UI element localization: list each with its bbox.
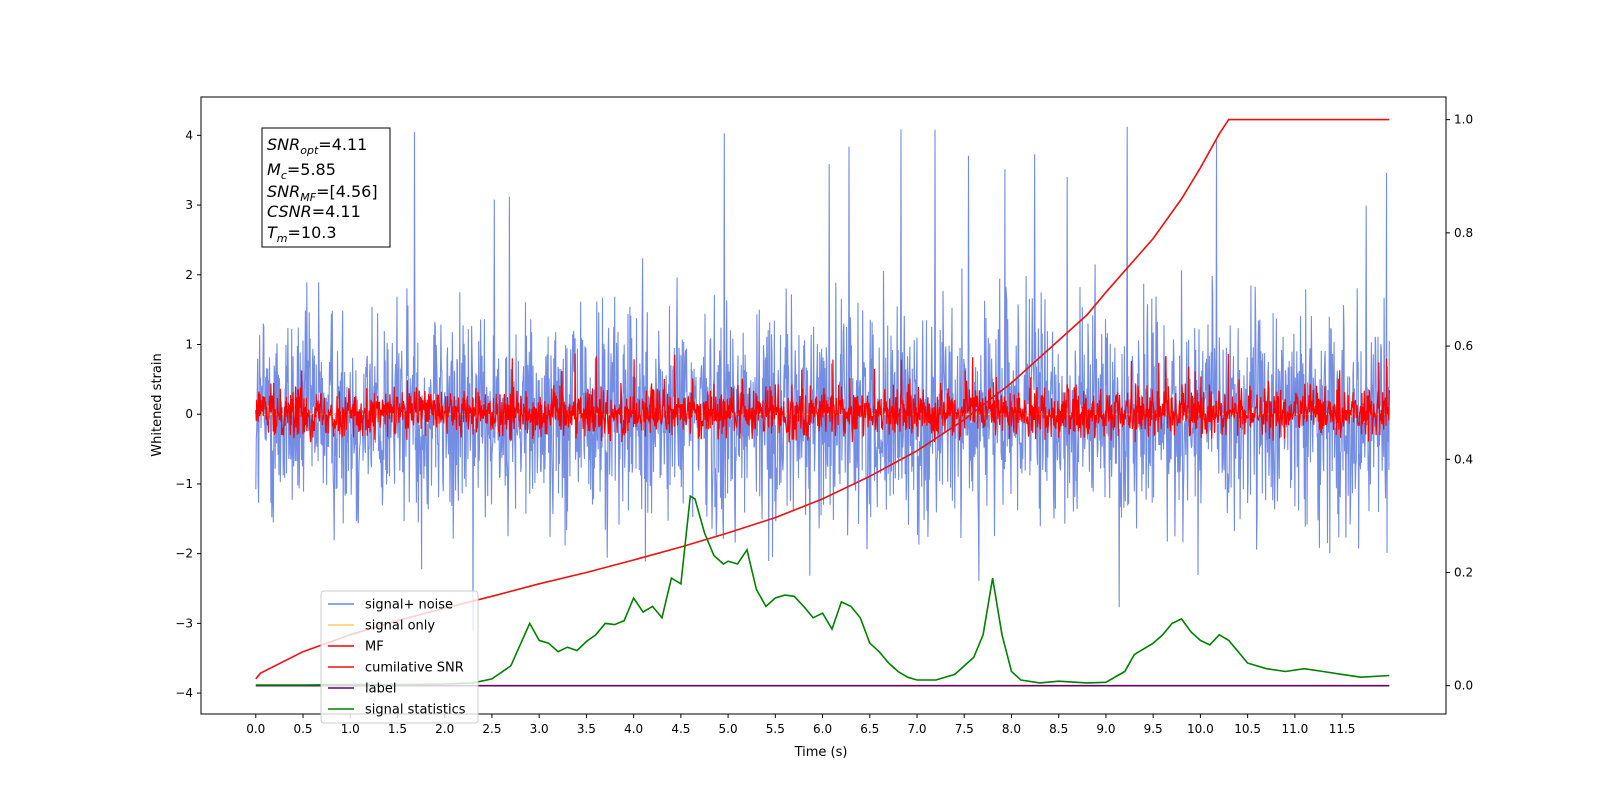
y-axis: 4 3 2 1 0 −1 −2 −3 −4 [175, 128, 201, 700]
y-tick-label: −3 [175, 616, 193, 630]
x-tick-label: 10.0 [1187, 722, 1214, 736]
legend-label: cumilative SNR [365, 661, 464, 676]
y2-tick-label: 0.0 [1454, 679, 1473, 693]
y-tick-label: 4 [185, 128, 193, 142]
x-tick-label: 8.5 [1049, 722, 1068, 736]
info-mc: Mc=5.85 [267, 160, 336, 182]
x-tick-label: 2.5 [482, 722, 501, 736]
info-box: SNRopt=4.11 Mc=5.85 SNRMF=[4.56] CSNR=4.… [261, 127, 391, 248]
y-tick-label: 2 [185, 268, 193, 282]
x-tick-label: 0.0 [246, 722, 265, 736]
x-axis: 0.0 0.5 1.0 1.5 2.0 2.5 3.0 3.5 4.0 4.5 5.0 5.5 6.0 6… [246, 714, 1355, 736]
x-axis-label: Time (s) [794, 745, 848, 760]
y2-tick-label: 0.2 [1454, 565, 1473, 579]
legend-item: MF [328, 640, 384, 655]
x-tick-label: 8.0 [1002, 722, 1021, 736]
x-tick-label: 0.5 [293, 722, 312, 736]
x-tick-label: 6.5 [860, 722, 879, 736]
x-tick-label: 5.5 [766, 722, 785, 736]
x-tick-label: 7.0 [907, 722, 926, 736]
series-signal-statistics [255, 494, 1390, 686]
y2-tick-label: 1.0 [1454, 113, 1473, 127]
y-tick-label: 0 [185, 407, 193, 421]
x-tick-label: 1.0 [341, 722, 360, 736]
y2-axis: 1.0 0.8 0.6 0.4 0.2 0.0 [1446, 113, 1473, 693]
x-tick-label: 5.0 [719, 722, 738, 736]
legend-label: signal only [365, 619, 435, 634]
y2-tick-label: 0.6 [1454, 339, 1473, 353]
y-tick-label: −1 [175, 477, 193, 491]
legend-label: label [365, 682, 396, 697]
info-tm: Tm=10.3 [267, 223, 337, 245]
legend-item: cumilative SNR [328, 661, 464, 676]
x-tick-label: 1.5 [388, 722, 407, 736]
x-tick-label: 10.5 [1234, 722, 1261, 736]
y-tick-label: −4 [175, 686, 193, 700]
x-tick-label: 11.0 [1282, 722, 1309, 736]
y-tick-label: −2 [175, 547, 193, 561]
x-tick-label: 3.5 [577, 722, 596, 736]
legend-item: label [328, 682, 396, 697]
plot-frame [200, 96, 1447, 715]
info-snr-mf: SNRMF=[4.56] [267, 182, 378, 204]
legend-items: signal+ noise signal only MF cumilative SNR… [328, 598, 466, 718]
x-tick-label: 7.5 [955, 722, 974, 736]
info-csnr: CSNR=4.11 [267, 202, 361, 221]
legend-label: signal+ noise [365, 598, 453, 613]
x-tick-label: 3.0 [530, 722, 549, 736]
x-tick-label: 11.5 [1329, 722, 1356, 736]
info-snr-opt: SNRopt=4.11 [267, 135, 367, 157]
legend-item: signal statistics [328, 703, 466, 718]
legend-item: signal+ noise [328, 598, 453, 613]
legend-item: signal only [328, 619, 435, 634]
legend: signal+ noise signal only MF cumilative SNR… [320, 590, 479, 724]
info-box-frame [261, 127, 391, 248]
y-tick-label: 3 [185, 198, 193, 212]
x-tick-label: 4.5 [671, 722, 690, 736]
legend-label: signal statistics [365, 703, 466, 718]
x-tick-label: 9.0 [1096, 722, 1115, 736]
x-tick-label: 4.0 [624, 722, 643, 736]
x-tick-label: 6.0 [813, 722, 832, 736]
y2-tick-label: 0.4 [1454, 452, 1473, 466]
x-tick-label: 2.0 [435, 722, 454, 736]
series-mf [255, 353, 1390, 443]
y-tick-label: 1 [185, 337, 193, 351]
x-tick-label: 9.5 [1144, 722, 1163, 736]
legend-label: MF [365, 640, 384, 655]
legend-frame [320, 590, 479, 724]
y-axis-label: Whitened strain [150, 353, 165, 456]
y2-tick-label: 0.8 [1454, 226, 1473, 240]
